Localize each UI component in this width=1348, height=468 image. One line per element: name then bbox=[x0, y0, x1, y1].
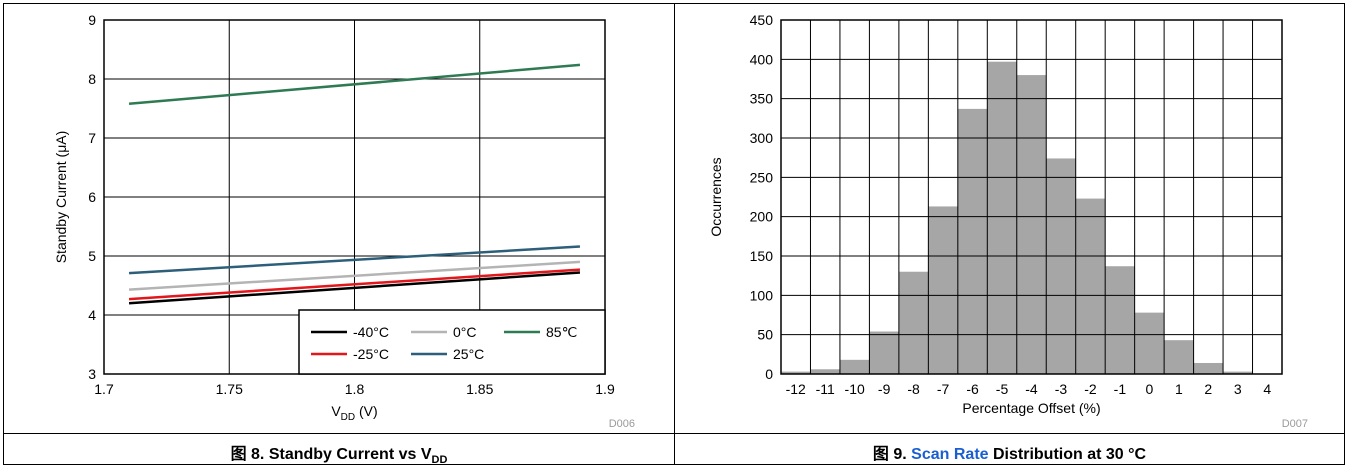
histogram-bar bbox=[839, 359, 870, 374]
figure-tag: D007 bbox=[1282, 418, 1308, 430]
x-tick-label: -9 bbox=[878, 381, 891, 397]
x-axis-label: VDD (V) bbox=[331, 403, 377, 423]
y-tick-label: 100 bbox=[750, 287, 774, 303]
y-tick-label: 7 bbox=[88, 130, 96, 146]
y-tick-label: 0 bbox=[765, 366, 773, 382]
y-tick-label: 50 bbox=[757, 327, 773, 343]
histogram-bar bbox=[1223, 371, 1253, 374]
y-tick-label: 5 bbox=[88, 248, 96, 264]
x-tick-label: 0 bbox=[1145, 381, 1153, 397]
x-tick-label: 1.85 bbox=[466, 381, 493, 397]
histogram-bar bbox=[987, 61, 1017, 375]
histogram-bar bbox=[1016, 75, 1047, 375]
histogram-bar bbox=[810, 369, 840, 374]
histogram-bar bbox=[1134, 312, 1165, 374]
histogram-bar bbox=[1046, 158, 1076, 374]
legend-label: -40°C bbox=[353, 324, 389, 340]
series-line bbox=[128, 268, 581, 301]
legend-label: 85℃ bbox=[546, 324, 577, 340]
legend-label: 0°C bbox=[453, 324, 477, 340]
x-tick-label: 3 bbox=[1234, 381, 1242, 397]
x-tick-label: -2 bbox=[1084, 381, 1097, 397]
plot-area-border bbox=[780, 19, 1283, 375]
y-axis-label: Standby Current (μA) bbox=[53, 131, 69, 264]
scan-rate-link[interactable]: Scan Rate bbox=[911, 446, 989, 463]
y-tick-label: 8 bbox=[88, 71, 96, 87]
x-tick-label: -6 bbox=[966, 381, 979, 397]
legend-box bbox=[298, 309, 606, 375]
y-tick-label: 4 bbox=[88, 307, 96, 323]
legend-label: 25°C bbox=[453, 346, 484, 362]
y-tick-label: 6 bbox=[88, 189, 96, 205]
y-tick-label: 400 bbox=[750, 51, 774, 67]
x-tick-label: 1.9 bbox=[595, 381, 615, 397]
series-line bbox=[128, 63, 581, 106]
y-tick-label: 9 bbox=[88, 12, 96, 28]
x-tick-label: 2 bbox=[1204, 381, 1212, 397]
x-tick-label: -3 bbox=[1055, 381, 1068, 397]
histogram-bar bbox=[898, 271, 929, 374]
x-tick-label: 4 bbox=[1263, 381, 1271, 397]
x-tick-label: -12 bbox=[786, 381, 806, 397]
x-tick-label: -11 bbox=[816, 381, 835, 397]
x-tick-label: -7 bbox=[937, 381, 950, 397]
histogram-bar bbox=[1193, 362, 1224, 374]
series-line bbox=[128, 245, 581, 275]
figure-8-caption: 图 8. Standby Current vs VDD bbox=[230, 446, 448, 466]
histogram-bar bbox=[1164, 340, 1194, 374]
histogram-bar bbox=[1075, 198, 1106, 374]
histogram-bar bbox=[928, 206, 958, 374]
figure-9-caption-box bbox=[674, 433, 1345, 465]
figure-tag: D006 bbox=[609, 418, 635, 430]
x-tick-label: -8 bbox=[907, 381, 920, 397]
x-tick-label: -4 bbox=[1025, 381, 1038, 397]
figure-9-caption: 图 9. Scan Rate Distribution at 30 °C bbox=[872, 446, 1147, 463]
y-tick-label: 300 bbox=[750, 130, 774, 146]
series-line bbox=[128, 271, 581, 305]
x-tick-label: -5 bbox=[996, 381, 1009, 397]
x-tick-label: 1.75 bbox=[216, 381, 243, 397]
x-axis-label: Percentage Offset (%) bbox=[962, 400, 1100, 416]
y-tick-label: 200 bbox=[750, 209, 774, 225]
standby-current-chart: 1.7 1.75 1.8 1.85 1.9 3 4 5 6 7 8 9 VDD (V) Standby C… bbox=[53, 12, 635, 430]
y-tick-label: 350 bbox=[750, 91, 774, 107]
y-tick-label: 250 bbox=[750, 169, 774, 185]
y-axis-label: Occurrences bbox=[708, 157, 724, 236]
histogram-bar bbox=[957, 108, 988, 374]
y-tick-label: 450 bbox=[750, 12, 774, 28]
histogram-bar bbox=[781, 371, 811, 374]
histogram-bar bbox=[869, 331, 899, 374]
x-tick-label: 1 bbox=[1175, 381, 1183, 397]
histogram-bar bbox=[1105, 266, 1135, 374]
series-line bbox=[128, 260, 581, 291]
x-tick-label: 1.7 bbox=[94, 381, 114, 397]
x-tick-label: -1 bbox=[1114, 381, 1127, 397]
y-tick-label: 3 bbox=[88, 366, 96, 382]
y-tick-label: 150 bbox=[750, 248, 774, 264]
legend-label: -25°C bbox=[353, 346, 389, 362]
x-tick-label: -10 bbox=[845, 381, 865, 397]
x-tick-label: 1.8 bbox=[345, 381, 365, 397]
